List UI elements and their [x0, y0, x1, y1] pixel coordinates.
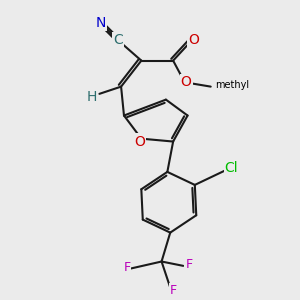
- Text: N: N: [96, 16, 106, 30]
- Text: H: H: [87, 90, 98, 104]
- Text: C: C: [113, 33, 123, 47]
- Text: Cl: Cl: [225, 160, 238, 175]
- Text: methyl: methyl: [215, 80, 249, 90]
- Text: F: F: [185, 258, 193, 271]
- Text: O: O: [188, 33, 199, 47]
- Text: O: O: [181, 75, 192, 89]
- Text: O: O: [134, 134, 145, 148]
- Text: F: F: [123, 261, 130, 274]
- Text: F: F: [169, 284, 177, 297]
